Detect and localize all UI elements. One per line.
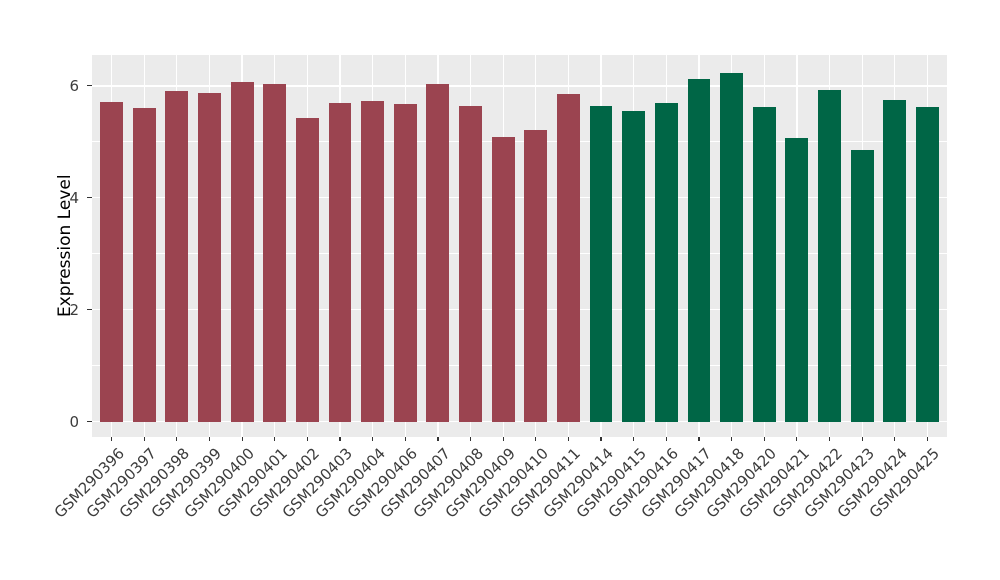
- x-tick-mark: [665, 437, 667, 441]
- major-gridline: [92, 420, 947, 423]
- x-tick-mark: [861, 437, 863, 441]
- y-tick-mark: [87, 421, 92, 423]
- x-tick-mark: [600, 437, 602, 441]
- bar-GSM290407: [426, 84, 450, 422]
- bar-GSM290418: [720, 73, 744, 422]
- bar-GSM290399: [198, 93, 221, 422]
- bar-GSM290404: [361, 100, 385, 422]
- x-tick-mark: [372, 437, 374, 441]
- x-tick-mark: [535, 437, 537, 441]
- minor-gridline: [92, 141, 947, 143]
- bar-GSM290401: [263, 83, 287, 422]
- x-tick-mark: [502, 437, 504, 441]
- y-tick-label: 0: [69, 412, 79, 431]
- y-tick-mark: [87, 85, 92, 87]
- x-tick-mark: [208, 437, 211, 441]
- bar-GSM290396: [100, 102, 123, 422]
- x-tick-mark: [404, 437, 406, 441]
- bar-GSM290398: [165, 91, 189, 422]
- x-tick-mark: [274, 437, 276, 441]
- y-tick-mark: [87, 309, 92, 311]
- x-tick-mark: [339, 437, 341, 441]
- y-tick-label: 4: [69, 188, 79, 207]
- major-gridline: [92, 196, 947, 199]
- x-tick-mark: [176, 437, 178, 441]
- minor-gridline: [92, 253, 947, 255]
- bar-GSM290417: [687, 79, 711, 422]
- x-tick-mark: [796, 437, 798, 441]
- x-tick-mark: [437, 437, 439, 441]
- y-tick-mark: [87, 197, 92, 199]
- bar-GSM290397: [132, 108, 156, 422]
- y-tick-label: 2: [69, 300, 79, 319]
- x-tick-mark: [110, 437, 113, 441]
- x-tick-mark: [763, 437, 765, 441]
- x-tick-mark: [306, 437, 308, 441]
- bar-GSM290421: [785, 137, 809, 422]
- bar-GSM290402: [295, 118, 319, 422]
- x-tick-mark: [698, 437, 700, 441]
- plot-panel: [92, 55, 947, 437]
- bar-GSM290400: [230, 81, 254, 422]
- x-tick-mark: [828, 437, 831, 441]
- major-gridline: [92, 308, 947, 311]
- bar-GSM290415: [622, 110, 646, 422]
- bar-GSM290403: [328, 102, 352, 422]
- bar-GSM290411: [557, 94, 580, 422]
- bar-GSM290422: [818, 90, 841, 422]
- y-tick-label: 6: [69, 76, 79, 95]
- x-tick-mark: [469, 437, 472, 441]
- x-tick-mark: [241, 437, 243, 441]
- bar-GSM290423: [850, 150, 874, 422]
- x-tick-mark: [894, 437, 896, 441]
- minor-gridline: [92, 365, 947, 367]
- bar-GSM290410: [524, 130, 548, 422]
- bar-GSM290425: [915, 107, 939, 422]
- major-gridline: [92, 85, 947, 87]
- x-tick-mark: [926, 437, 928, 441]
- bar-GSM290416: [654, 103, 678, 422]
- bar-GSM290424: [883, 100, 907, 422]
- x-tick-mark: [143, 437, 145, 441]
- y-axis-title: Expression Level: [55, 174, 75, 318]
- bar-GSM290406: [393, 104, 417, 422]
- x-tick-mark: [633, 437, 635, 441]
- x-tick-mark: [567, 437, 570, 441]
- x-tick-mark: [731, 437, 733, 441]
- bar-GSM290409: [491, 136, 515, 422]
- bar-GSM290414: [589, 106, 613, 422]
- bar-GSM290420: [752, 107, 776, 422]
- bar-GSM290408: [459, 105, 482, 422]
